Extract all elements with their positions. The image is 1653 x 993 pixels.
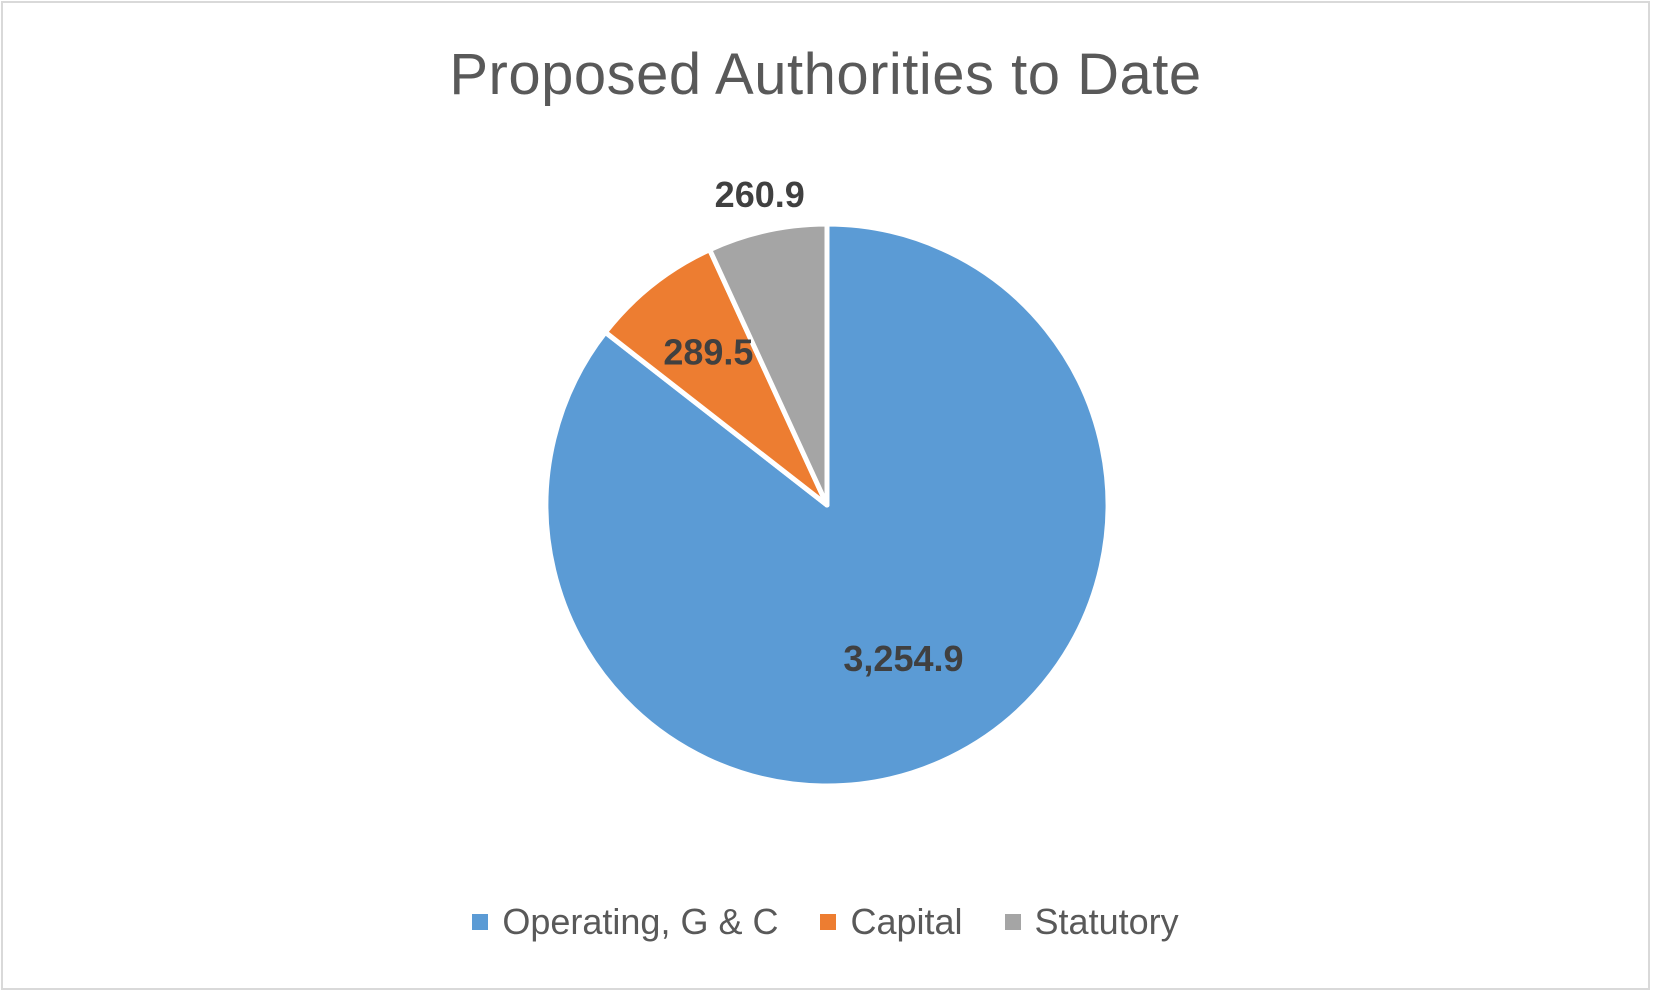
legend-item-capital: Capital — [820, 901, 963, 943]
legend-label-capital: Capital — [850, 901, 963, 942]
legend-swatch-operating — [472, 914, 489, 930]
pie-slice-capital — [602, 247, 830, 508]
legend-label-operating: Operating, G & C — [502, 901, 779, 942]
pie-slice-statutory — [707, 221, 830, 508]
legend-label-statutory: Statutory — [1034, 901, 1179, 942]
data-label-statutory: 260.9 — [715, 174, 805, 215]
pie-chart: 3,254.9 289.5 260.9 — [543, 174, 1111, 789]
pie-slices — [543, 221, 1111, 789]
pie-data-labels: 3,254.9 289.5 260.9 — [663, 174, 963, 679]
data-label-operating: 3,254.9 — [843, 638, 963, 679]
legend-swatch-capital — [820, 914, 837, 930]
data-label-capital: 289.5 — [663, 332, 753, 373]
legend-item-operating: Operating, G & C — [472, 901, 778, 943]
legend-swatch-statutory — [1004, 914, 1021, 930]
legend-item-statutory: Statutory — [1004, 901, 1179, 943]
legend: Operating, G & C Capital Statutory — [3, 901, 1648, 943]
chart-title: Proposed Authorities to Date — [449, 42, 1202, 107]
